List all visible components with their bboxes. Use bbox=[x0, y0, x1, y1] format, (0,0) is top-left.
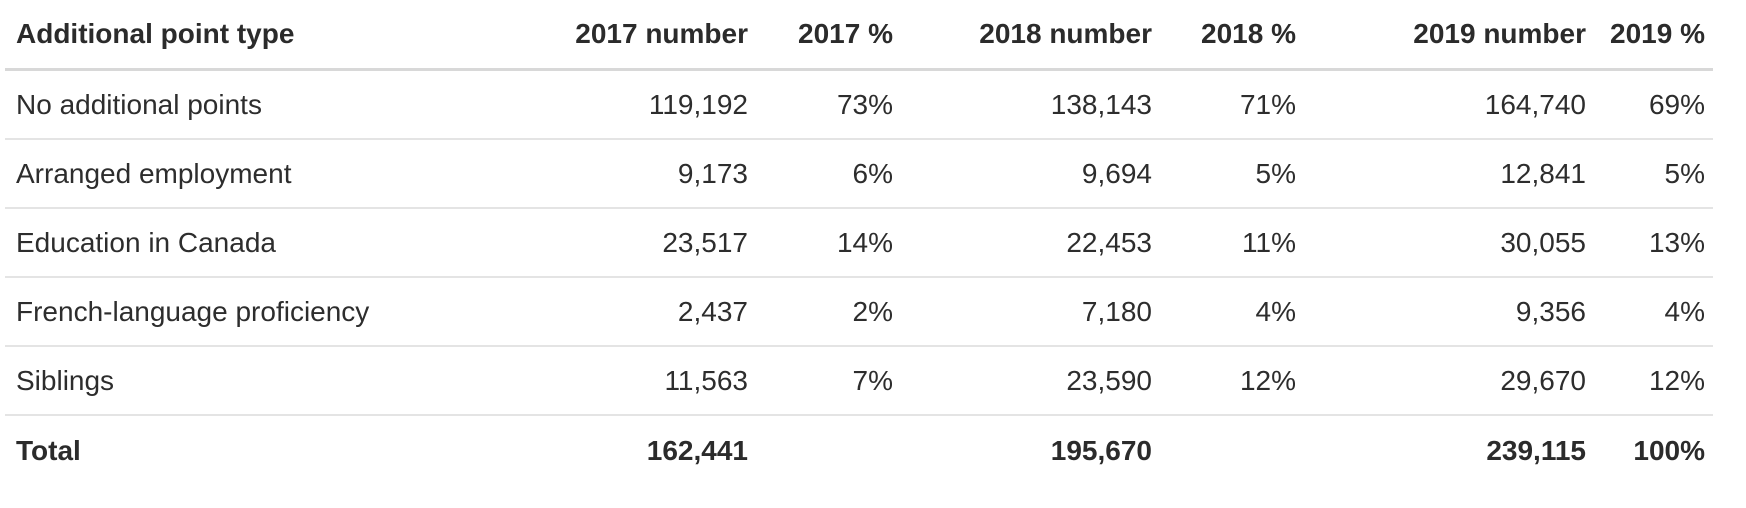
value-cell-2019-percent: 5% bbox=[1594, 139, 1713, 209]
total-cell-2019-number: 239,115 bbox=[1486, 435, 1586, 467]
value-cell-2017-number: 119,192 bbox=[430, 69, 756, 140]
table-row-education-in-canada: Education in Canada 23,517 14% 22,453 11… bbox=[5, 208, 1713, 278]
value-cell-2017-percent: 6% bbox=[756, 139, 901, 209]
value-cell-2018-number: 22,453 bbox=[901, 208, 1160, 278]
row-label: Arranged employment bbox=[5, 139, 430, 209]
value-cell-2019-number: 164,740 bbox=[1304, 69, 1594, 140]
value-cell-2018-percent: 71% bbox=[1160, 69, 1304, 140]
value-cell-2018-number: 23,590 bbox=[901, 346, 1160, 416]
header-row: Additional point type 2017 number 2017 %… bbox=[5, 0, 1713, 71]
value-cell-2018-number: 138,143 bbox=[901, 69, 1160, 140]
value-cell-2017-percent: 14% bbox=[756, 208, 901, 278]
total-cell-2017-number: 162,441 bbox=[646, 435, 748, 467]
column-header-2018-percent: 2018 % bbox=[1160, 0, 1304, 71]
column-header-2017-percent: 2017 % bbox=[756, 0, 901, 71]
value-cell-2017-percent: 7% bbox=[756, 346, 901, 416]
value-cell-2019-number: 30,055 bbox=[1304, 208, 1594, 278]
value-cell-2017-percent: 73% bbox=[756, 69, 901, 140]
value-cell-2019-percent: 13% bbox=[1594, 208, 1713, 278]
column-header-2018-number: 2018 number bbox=[901, 0, 1160, 71]
value-cell-2019-percent: 12% bbox=[1594, 346, 1713, 416]
row-label: French-language proficiency bbox=[5, 277, 430, 347]
value-cell-2018-percent: 11% bbox=[1160, 208, 1304, 278]
value-cell-2018-percent: 12% bbox=[1160, 346, 1304, 416]
value-cell-2017-number: 11,563 bbox=[430, 346, 756, 416]
value-cell-2019-number: 12,841 bbox=[1304, 139, 1594, 209]
table-row-french-language-proficiency: French-language proficiency 2,437 2% 7,1… bbox=[5, 277, 1713, 347]
value-cell-2017-number: 9,173 bbox=[430, 139, 756, 209]
table-row-arranged-employment: Arranged employment 9,173 6% 9,694 5% 12… bbox=[5, 139, 1713, 209]
value-cell-2018-percent: 5% bbox=[1160, 139, 1304, 209]
row-label: Education in Canada bbox=[5, 208, 430, 278]
value-cell-2018-number: 7,180 bbox=[901, 277, 1160, 347]
table-row-no-additional-points: No additional points 119,192 73% 138,143… bbox=[5, 69, 1713, 140]
value-cell-2018-percent: 4% bbox=[1160, 277, 1304, 347]
value-cell-2019-percent: 69% bbox=[1594, 69, 1713, 140]
value-cell-2017-percent: 2% bbox=[756, 277, 901, 347]
total-label: Total bbox=[16, 435, 81, 467]
total-cell-2018-number: 195,670 bbox=[1050, 435, 1152, 467]
total-cell-2018-percent bbox=[1160, 415, 1304, 486]
column-header-2019-number: 2019 number bbox=[1304, 0, 1594, 71]
column-header-point-type: Additional point type bbox=[5, 0, 430, 71]
table-row-total: Total 162,441 195,670 239,115 100% bbox=[5, 415, 1713, 486]
total-cell-2019-percent: 100% bbox=[1633, 435, 1705, 467]
additional-points-table: Additional point type 2017 number 2017 %… bbox=[5, 0, 1713, 486]
value-cell-2017-number: 2,437 bbox=[430, 277, 756, 347]
column-header-2019-percent: 2019 % bbox=[1594, 0, 1713, 71]
total-cell-2017-percent bbox=[756, 415, 901, 486]
table-row-siblings: Siblings 11,563 7% 23,590 12% 29,670 12% bbox=[5, 346, 1713, 416]
value-cell-2018-number: 9,694 bbox=[901, 139, 1160, 209]
value-cell-2017-number: 23,517 bbox=[430, 208, 756, 278]
row-label: Siblings bbox=[5, 346, 430, 416]
row-label: No additional points bbox=[5, 69, 430, 140]
column-header-2017-number: 2017 number bbox=[430, 0, 756, 71]
value-cell-2019-number: 29,670 bbox=[1304, 346, 1594, 416]
value-cell-2019-percent: 4% bbox=[1594, 277, 1713, 347]
value-cell-2019-number: 9,356 bbox=[1304, 277, 1594, 347]
